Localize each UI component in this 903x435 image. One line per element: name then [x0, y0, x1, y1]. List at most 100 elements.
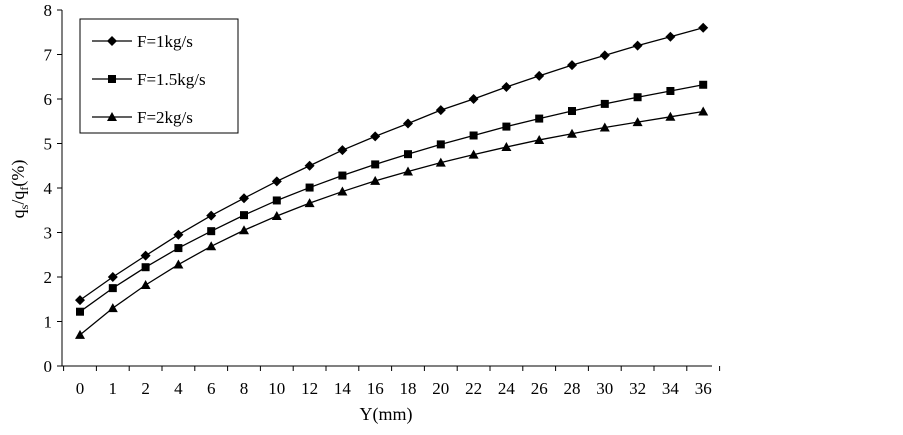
- x-tick-label: 1: [109, 379, 118, 398]
- data-point: [435, 105, 446, 116]
- y-axis-title-q1: q: [8, 209, 28, 218]
- data-point: [404, 150, 412, 159]
- x-tick-label: 24: [498, 379, 516, 398]
- legend-item: F=1kg/s: [92, 32, 193, 51]
- y-tick-label: 1: [44, 313, 53, 332]
- data-point: [568, 107, 576, 116]
- data-point: [665, 111, 676, 121]
- y-axis-title-slash: /: [8, 200, 28, 205]
- data-point: [469, 131, 478, 140]
- x-tick-label: 30: [596, 379, 613, 398]
- y-axis-title-q2: q: [8, 191, 28, 200]
- data-point: [501, 81, 512, 92]
- data-point: [632, 117, 643, 127]
- data-point: [141, 263, 150, 272]
- x-axis-title: Y(mm): [360, 404, 413, 425]
- data-point: [206, 210, 217, 221]
- legend-label: F=2kg/s: [137, 108, 193, 127]
- data-point: [599, 122, 610, 132]
- legend-item: F=2kg/s: [92, 108, 193, 127]
- y-tick-label: 7: [44, 46, 53, 65]
- data-point: [599, 50, 610, 61]
- legend-marker: [108, 75, 116, 83]
- data-point: [305, 183, 314, 192]
- data-point: [567, 60, 577, 71]
- data-point: [699, 80, 708, 89]
- data-point: [633, 93, 642, 102]
- y-axis-ticks: 0 1 2 3 4 5 6 7 8: [44, 1, 62, 376]
- data-point: [337, 145, 348, 156]
- data-point: [76, 307, 84, 316]
- data-point: [271, 211, 282, 221]
- data-point: [403, 118, 413, 129]
- y-tick-label: 2: [44, 268, 53, 287]
- data-point: [140, 250, 151, 261]
- data-point: [173, 259, 184, 269]
- legend-box: [79, 18, 239, 134]
- data-point: [370, 131, 381, 142]
- legend: F=1kg/s F=1.5kg/s F=2kg/s: [79, 18, 239, 134]
- x-tick-label: 10: [268, 379, 285, 398]
- data-point: [206, 241, 217, 251]
- data-point: [698, 22, 709, 33]
- data-point: [632, 40, 643, 51]
- data-point: [436, 140, 445, 149]
- data-point: [140, 280, 151, 290]
- legend-marker: [107, 112, 117, 121]
- series-layer: [75, 22, 709, 339]
- x-tick-label: 22: [465, 379, 482, 398]
- data-point: [75, 295, 85, 306]
- y-axis-title-group: qs/qf(%): [8, 160, 31, 219]
- x-tick-label: 6: [207, 379, 216, 398]
- data-point: [698, 106, 709, 116]
- data-point: [174, 244, 183, 253]
- y-axis-title-sub-f: f: [17, 187, 31, 191]
- x-tick-label: 8: [240, 379, 249, 398]
- legend-item: F=1.5kg/s: [92, 70, 206, 89]
- data-point: [207, 227, 216, 236]
- x-tick-label: 20: [432, 379, 449, 398]
- x-tick-label: 18: [400, 379, 417, 398]
- series-square: [76, 80, 708, 316]
- data-point: [304, 198, 315, 208]
- data-point: [468, 94, 479, 104]
- x-tick-label: 28: [564, 379, 581, 398]
- data-point: [173, 229, 184, 240]
- x-tick-label: 26: [531, 379, 548, 398]
- data-point: [239, 193, 249, 204]
- data-point: [534, 70, 545, 81]
- data-point: [75, 329, 85, 339]
- y-axis-title-unit: (%): [8, 160, 29, 187]
- data-point: [304, 160, 315, 171]
- data-point: [240, 211, 248, 220]
- x-tick-label: 32: [629, 379, 646, 398]
- x-tick-label: 16: [367, 379, 384, 398]
- series-line: [79, 27, 704, 301]
- data-point: [468, 149, 479, 159]
- y-axis-title-sub-s: s: [17, 204, 31, 209]
- x-tick-label: 4: [174, 379, 183, 398]
- y-tick-label: 8: [44, 1, 53, 20]
- legend-marker: [107, 36, 117, 46]
- data-point: [108, 284, 117, 293]
- x-axis-ticks: 0 1 2 4 6 8 10 12 14 16 18 20 22 24 26 28 30 32 34 36: [63, 366, 721, 398]
- data-point: [271, 176, 282, 187]
- x-tick-label: 34: [662, 379, 680, 398]
- y-tick-label: 6: [44, 90, 53, 109]
- data-point: [534, 134, 545, 144]
- data-point: [502, 122, 511, 131]
- data-point: [239, 225, 249, 235]
- y-tick-label: 5: [44, 135, 53, 154]
- y-tick-label: 4: [44, 179, 53, 198]
- data-point: [435, 157, 446, 167]
- data-point: [403, 166, 413, 176]
- data-point: [535, 114, 544, 123]
- series-line: [79, 84, 704, 313]
- data-point: [272, 196, 281, 205]
- series-triangle: [75, 106, 709, 339]
- series-line: [79, 110, 704, 336]
- y-tick-label: 3: [44, 224, 53, 243]
- series-diamond: [75, 22, 709, 306]
